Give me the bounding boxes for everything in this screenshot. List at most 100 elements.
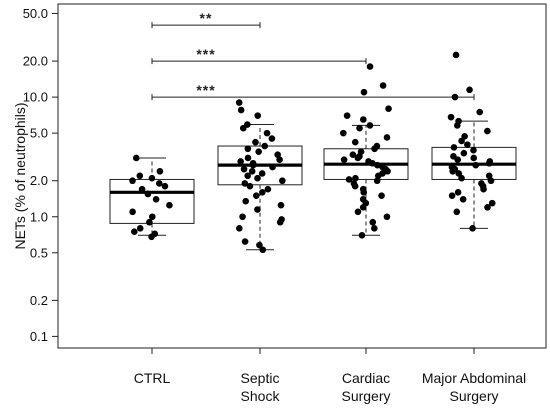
data-point xyxy=(349,151,357,159)
data-point xyxy=(129,208,136,216)
data-point xyxy=(277,201,285,209)
data-point xyxy=(359,116,367,123)
data-point xyxy=(252,138,259,146)
data-point xyxy=(276,156,283,163)
data-point xyxy=(455,117,462,125)
data-point xyxy=(452,51,460,59)
data-point xyxy=(144,190,152,198)
data-point xyxy=(237,106,245,114)
data-point xyxy=(464,141,471,149)
y-axis-title: NETs (% of neutrophils) xyxy=(12,102,28,249)
data-point xyxy=(129,177,136,185)
data-point xyxy=(152,195,160,203)
data-point xyxy=(448,192,456,199)
x-tick-label: CTRL xyxy=(134,370,171,386)
x-tick-label: Surgery xyxy=(341,388,390,404)
significance-bracket: *** xyxy=(151,82,475,101)
data-point xyxy=(151,230,159,238)
data-point xyxy=(252,192,260,199)
data-point xyxy=(259,189,266,196)
data-point xyxy=(379,163,386,171)
data-point xyxy=(470,146,477,154)
data-point xyxy=(373,177,381,185)
data-point xyxy=(340,156,348,163)
data-point xyxy=(472,161,480,169)
data-point xyxy=(146,218,153,226)
data-point xyxy=(486,158,494,165)
significance-label: *** xyxy=(196,82,215,98)
data-point xyxy=(484,127,491,135)
data-point xyxy=(360,88,368,96)
x-axis-labels: CTRL Septic Shock Cardiac Surgery Major Abdom… xyxy=(134,348,526,404)
data-point xyxy=(268,135,276,142)
data-point xyxy=(136,172,144,180)
data-point xyxy=(244,145,252,153)
data-point xyxy=(256,241,263,249)
data-point xyxy=(352,174,359,182)
data-point xyxy=(248,167,256,175)
data-point xyxy=(357,148,365,155)
data-point xyxy=(258,170,266,177)
y-tick-label: 2.0 xyxy=(30,173,48,188)
data-point xyxy=(246,182,254,190)
data-point xyxy=(366,122,374,129)
data-point xyxy=(241,180,249,187)
data-point xyxy=(279,177,286,185)
data-point xyxy=(488,199,496,207)
x-tick-label: Cardiac xyxy=(342,370,390,386)
data-point xyxy=(447,113,455,121)
data-point xyxy=(264,185,272,193)
data-point xyxy=(383,213,391,221)
data-point xyxy=(345,176,353,183)
y-tick-label: 50.0 xyxy=(23,6,48,21)
data-point xyxy=(470,154,478,162)
data-point xyxy=(236,225,243,232)
y-tick-label: 0.2 xyxy=(30,293,48,308)
data-point xyxy=(469,225,476,232)
y-tick-label: 5.0 xyxy=(30,126,48,141)
data-point xyxy=(259,246,267,254)
data-point xyxy=(383,134,391,141)
data-point xyxy=(263,129,271,137)
data-point xyxy=(242,197,250,205)
y-tick-label: 0.1 xyxy=(30,329,48,344)
data-point xyxy=(373,142,381,150)
data-point xyxy=(278,216,285,223)
data-point xyxy=(369,218,377,226)
data-point xyxy=(235,99,243,106)
x-tick-label: Shock xyxy=(241,388,281,404)
box-septic-shock xyxy=(217,124,303,251)
significance-bracket: *** xyxy=(151,46,367,65)
data-point xyxy=(356,124,363,132)
data-point xyxy=(454,189,462,196)
data-point xyxy=(343,112,351,119)
data-point xyxy=(459,195,467,203)
x-tick-label: Surgery xyxy=(449,388,498,404)
boxes xyxy=(109,120,517,251)
data-point xyxy=(249,159,257,167)
data-point xyxy=(350,180,358,187)
data-point xyxy=(385,105,392,113)
data-point xyxy=(476,108,484,116)
data-point xyxy=(244,172,251,180)
y-axis: 0.1 0.2 0.5 1.0 2.0 5.0 10.0 20.0 50.0 xyxy=(23,4,59,348)
x-tick-label: Major Abdominal xyxy=(422,370,526,386)
significance-bracket: ** xyxy=(151,10,261,29)
data-point xyxy=(485,172,493,180)
data-point xyxy=(340,129,347,137)
data-point xyxy=(148,213,156,221)
data-point xyxy=(261,142,269,150)
data-point xyxy=(156,167,164,175)
data-point xyxy=(478,180,485,187)
significance-label: *** xyxy=(196,46,215,62)
data-point xyxy=(148,174,156,182)
data-point xyxy=(378,192,385,199)
data-point xyxy=(358,231,366,239)
data-point xyxy=(269,163,276,171)
data-point xyxy=(136,225,144,232)
y-tick-label: 0.5 xyxy=(30,245,48,260)
data-point xyxy=(351,138,359,146)
data-point xyxy=(460,149,468,157)
data-point xyxy=(161,182,169,190)
